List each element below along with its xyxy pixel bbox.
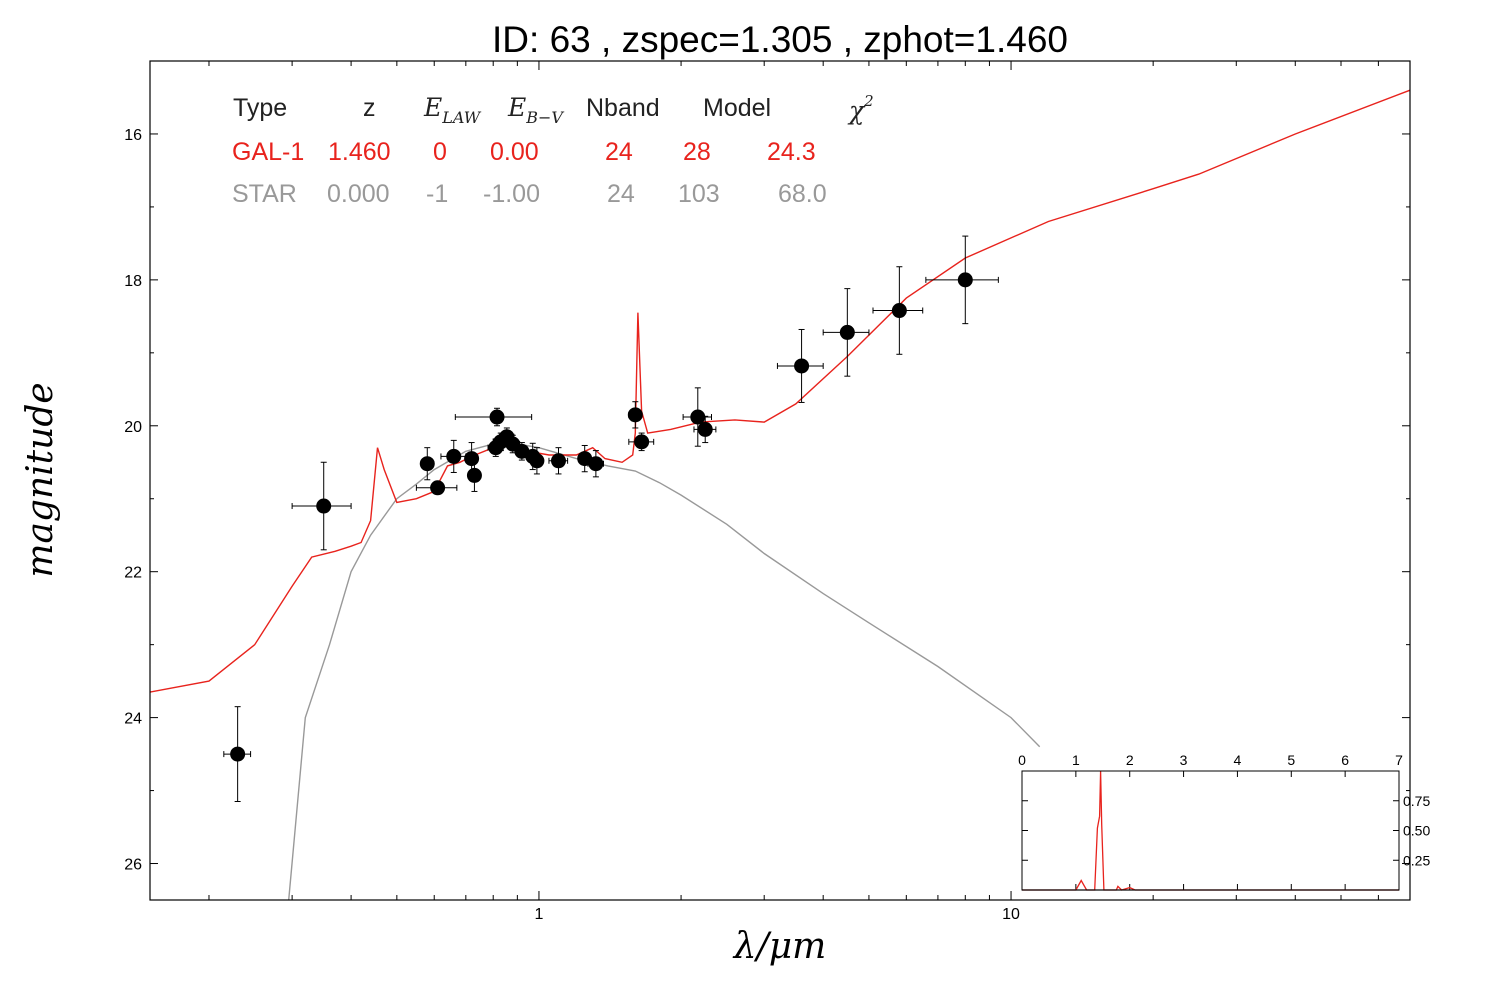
data-marker bbox=[794, 358, 810, 374]
gal-chi2: 24.3 bbox=[767, 138, 816, 166]
y-tick-label-20: 20 bbox=[124, 419, 142, 436]
table-header-chi: χ bbox=[847, 96, 866, 125]
x-tick-label-1: 1 bbox=[535, 906, 544, 923]
star-nband: 24 bbox=[607, 180, 635, 208]
observations bbox=[223, 235, 999, 803]
data-marker bbox=[316, 498, 332, 514]
data-marker bbox=[446, 448, 462, 464]
data-marker bbox=[430, 480, 446, 496]
data-point bbox=[693, 415, 717, 444]
data-point bbox=[419, 447, 435, 481]
model-curves bbox=[150, 89, 1410, 900]
data-marker bbox=[891, 303, 907, 319]
inset-x-tick-label-0: 0 bbox=[1018, 752, 1026, 768]
gal-ebv: 0.00 bbox=[490, 138, 539, 166]
data-marker bbox=[957, 272, 973, 288]
inset-background bbox=[1022, 771, 1399, 890]
table-header-elaw-main: E bbox=[423, 93, 442, 122]
data-marker bbox=[489, 409, 505, 425]
inset-x-tick-label-1: 1 bbox=[1072, 752, 1080, 768]
table-header-elaw: ELAW bbox=[423, 93, 482, 127]
gal-nband: 24 bbox=[605, 138, 633, 166]
table-header-elaw-sub: LAW bbox=[441, 108, 482, 127]
data-marker bbox=[230, 746, 246, 762]
data-point bbox=[454, 407, 533, 427]
data-marker bbox=[466, 467, 482, 483]
y-tick-label-18: 18 bbox=[124, 273, 142, 290]
data-point bbox=[587, 450, 604, 478]
data-marker bbox=[627, 407, 643, 423]
inset-frame bbox=[1021, 770, 1400, 891]
table-header-chi-exp: 2 bbox=[863, 92, 874, 110]
data-point bbox=[223, 706, 252, 803]
data-point bbox=[440, 439, 467, 473]
inset-y-tick-label-0.25: 0.25 bbox=[1403, 852, 1430, 868]
fit-table: Type z ELAW EB−V Nband Model χ2 GAL-1 1.… bbox=[232, 92, 874, 208]
inset-pdf-plot: 0 1 2 3 4 5 6 7 0.25 0.50 0.75 bbox=[1018, 752, 1430, 891]
inset-x-tick-label-6: 6 bbox=[1341, 752, 1349, 768]
inset-x-tick-label-4: 4 bbox=[1234, 752, 1242, 768]
chart-title: ID: 63 , zspec=1.305 , zphot=1.460 bbox=[492, 19, 1068, 60]
y-tick-label-22: 22 bbox=[124, 565, 142, 582]
data-point bbox=[925, 235, 999, 325]
table-header-ebv: EB−V bbox=[507, 93, 564, 127]
table-header-model: Model bbox=[703, 94, 771, 122]
star-z: 0.000 bbox=[327, 180, 390, 208]
series-line-gal-1 bbox=[150, 89, 1410, 693]
star-model: 103 bbox=[678, 180, 720, 208]
inset-x-tick-label-7: 7 bbox=[1395, 752, 1403, 768]
data-point bbox=[872, 266, 924, 355]
data-point bbox=[627, 401, 643, 429]
gal-type: GAL-1 bbox=[232, 138, 304, 166]
table-header-z: z bbox=[363, 94, 376, 122]
data-point bbox=[291, 461, 352, 551]
table-header-ebv-main: E bbox=[507, 93, 526, 122]
y-axis-label: magnitude bbox=[20, 382, 61, 577]
inset-y-tick-label-0.50: 0.50 bbox=[1403, 823, 1430, 839]
data-marker bbox=[550, 453, 566, 469]
data-marker bbox=[588, 456, 604, 472]
inset-x-tick-label-3: 3 bbox=[1180, 752, 1188, 768]
inset-x-tick-label-2: 2 bbox=[1126, 752, 1134, 768]
data-point bbox=[529, 447, 545, 475]
y-tick-label-16: 16 bbox=[124, 127, 142, 144]
star-ebv: -1.00 bbox=[483, 180, 540, 208]
star-chi2: 68.0 bbox=[778, 180, 827, 208]
y-tick-label-24: 24 bbox=[124, 711, 142, 728]
data-marker bbox=[464, 451, 480, 467]
table-header-ebv-sub: B−V bbox=[525, 108, 564, 127]
y-tick-label-26: 26 bbox=[124, 857, 142, 874]
data-point bbox=[822, 288, 870, 377]
data-marker bbox=[690, 409, 706, 425]
data-point bbox=[466, 458, 482, 492]
inset-x-tick-label-5: 5 bbox=[1287, 752, 1295, 768]
star-elaw: -1 bbox=[426, 180, 448, 208]
plot-frame bbox=[149, 60, 1411, 901]
data-marker bbox=[634, 434, 650, 450]
data-point bbox=[682, 387, 712, 447]
data-marker bbox=[419, 456, 435, 472]
gal-elaw: 0 bbox=[433, 138, 447, 166]
x-tick-label-10: 10 bbox=[1002, 906, 1020, 923]
data-marker bbox=[839, 324, 855, 340]
table-header-type: Type bbox=[233, 94, 287, 122]
data-point bbox=[415, 480, 458, 496]
inset-y-tick-label-0.75: 0.75 bbox=[1403, 793, 1430, 809]
inset-pdf-line bbox=[1022, 770, 1399, 891]
gal-model: 28 bbox=[683, 138, 711, 166]
series-line-star bbox=[288, 443, 1041, 900]
table-header-chi2: χ2 bbox=[847, 92, 874, 125]
x-axis-label: λ/μm bbox=[732, 926, 826, 967]
gal-z: 1.460 bbox=[328, 138, 391, 166]
data-marker bbox=[697, 421, 713, 437]
table-header-nband: Nband bbox=[586, 94, 660, 122]
data-point bbox=[776, 328, 824, 403]
data-marker bbox=[529, 453, 545, 469]
star-type: STAR bbox=[232, 180, 297, 208]
data-point bbox=[628, 432, 655, 452]
data-point bbox=[548, 447, 569, 475]
